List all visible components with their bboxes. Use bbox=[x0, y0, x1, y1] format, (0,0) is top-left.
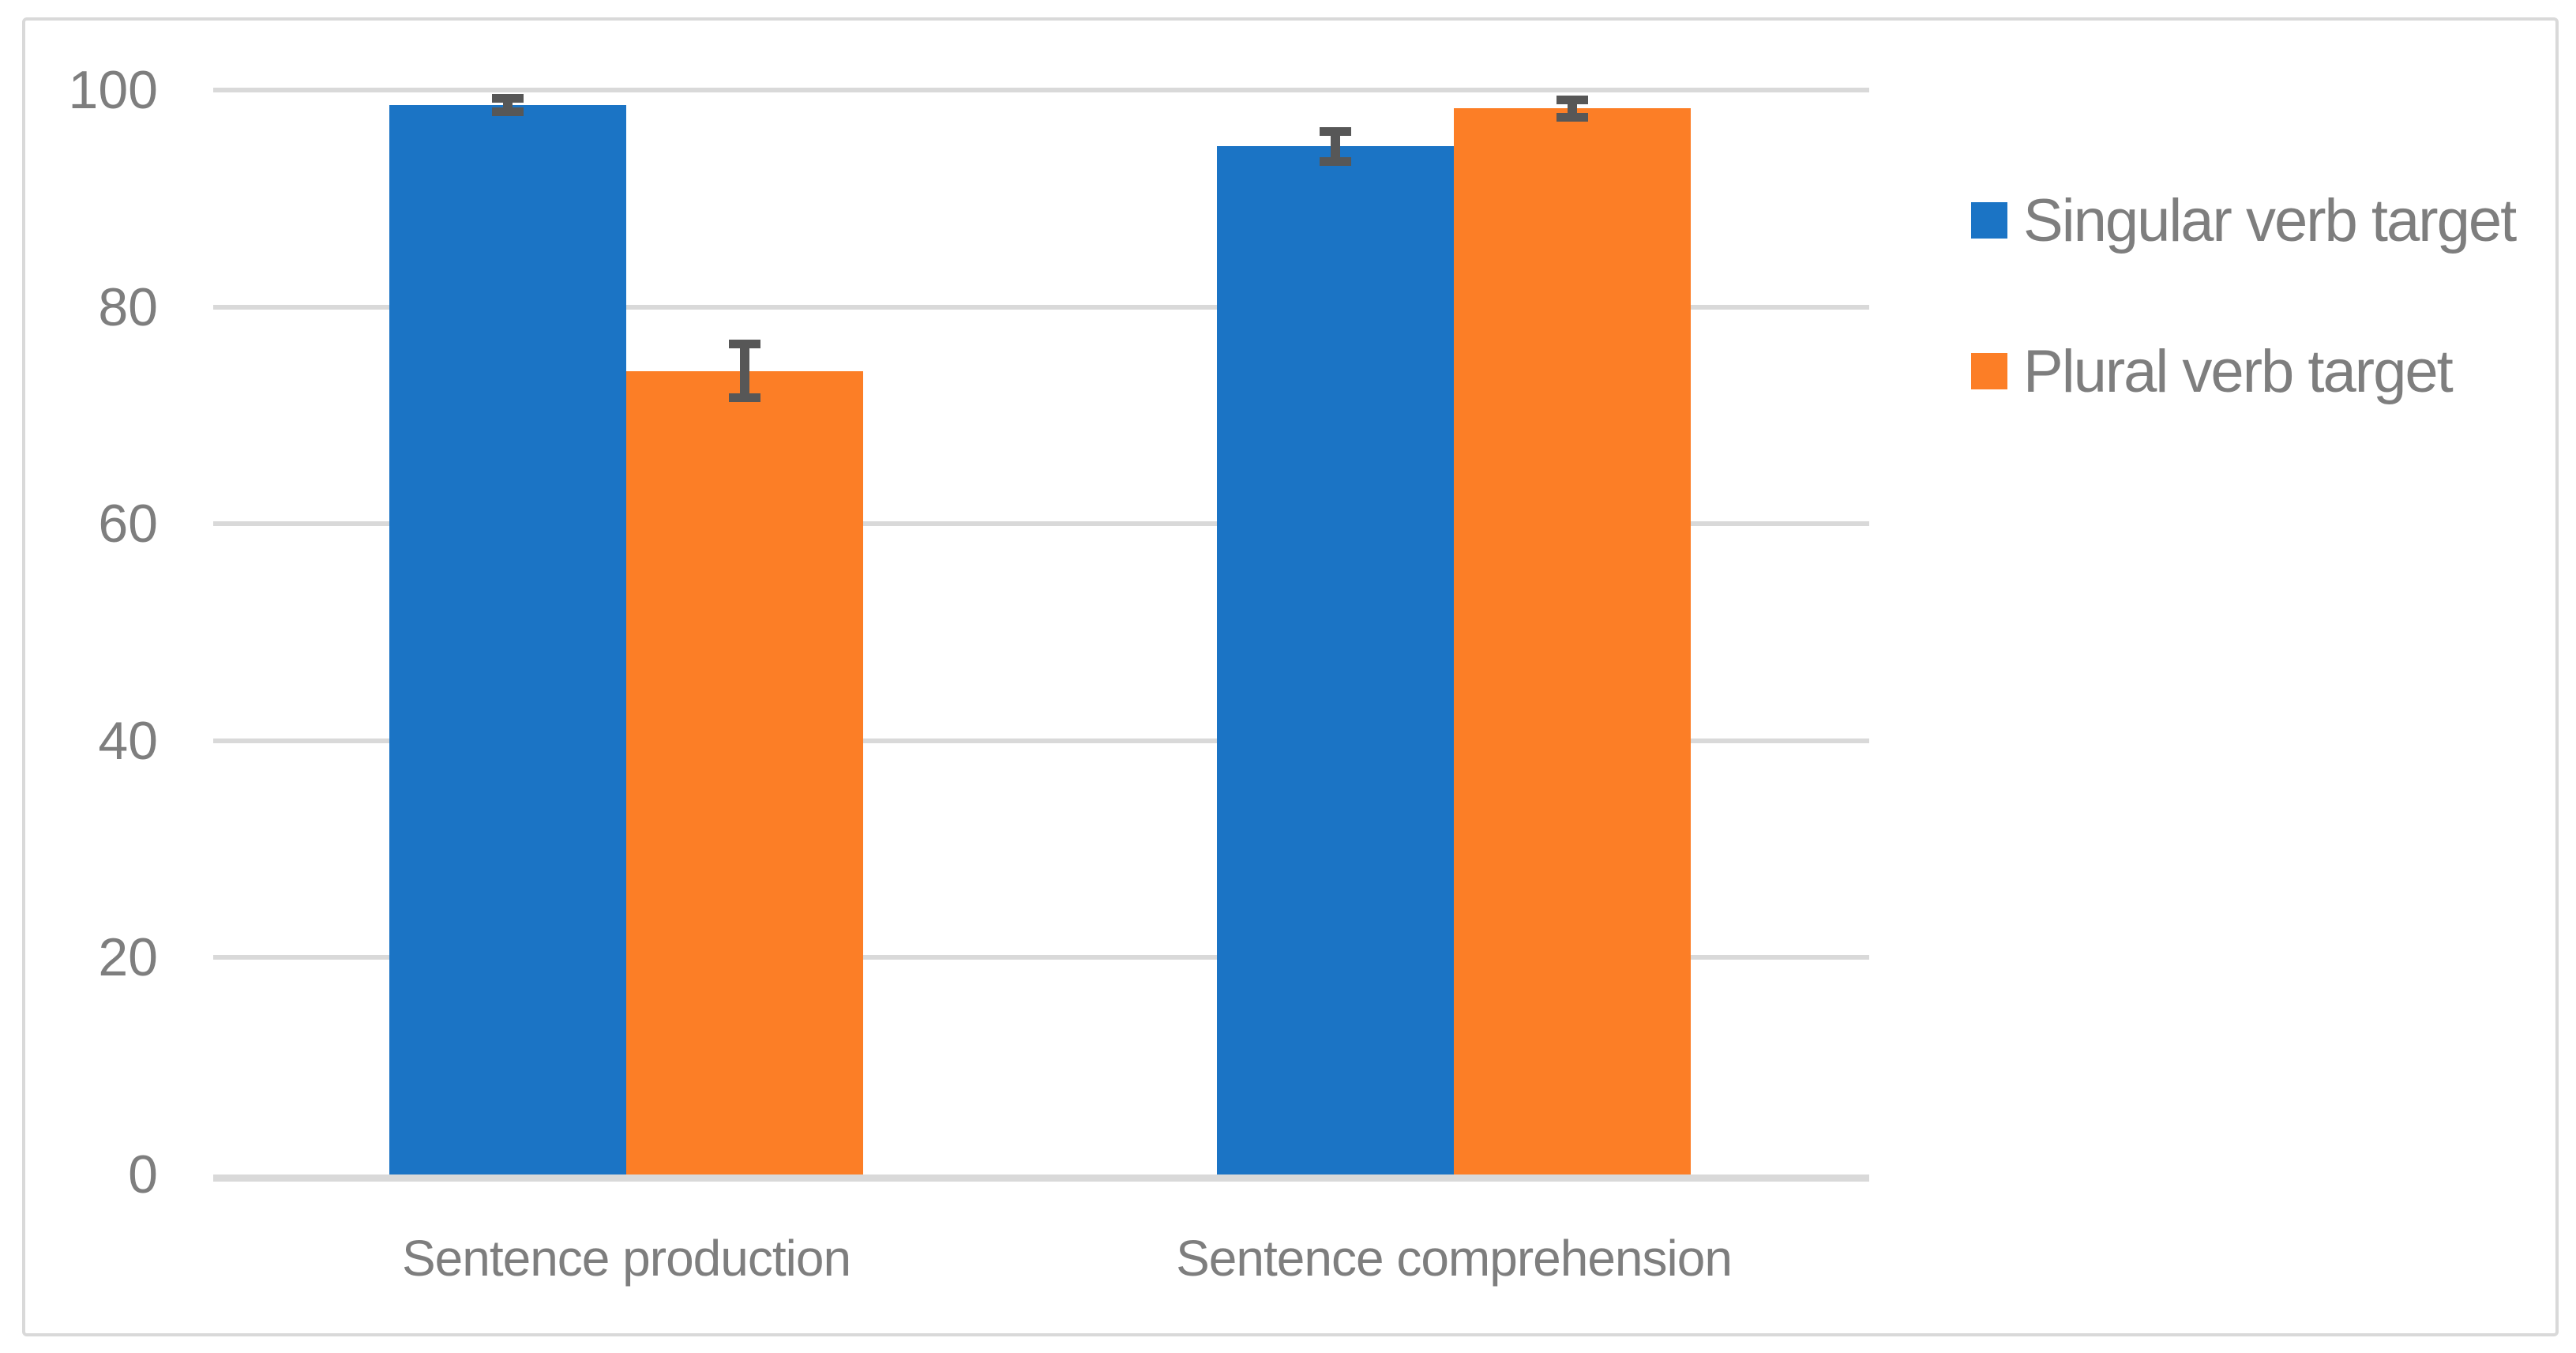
x-axis-line bbox=[213, 1174, 1869, 1182]
legend-label-0: Singular verb target bbox=[2023, 186, 2517, 254]
legend-swatch-0 bbox=[1971, 202, 2007, 239]
y-tick-label-100: 100 bbox=[68, 60, 158, 120]
legend-item-1: Plural verb target bbox=[1971, 336, 2454, 407]
gridline-80 bbox=[213, 304, 1869, 310]
error-bar-0-0-cap-top bbox=[492, 94, 524, 103]
legend-swatch-1 bbox=[1971, 353, 2007, 389]
gridline-20 bbox=[213, 955, 1869, 960]
error-bar-0-1-cap-bottom bbox=[1320, 157, 1351, 167]
legend-item-0: Singular verb target bbox=[1971, 185, 2517, 256]
error-bar-0-1-cap-top bbox=[1320, 126, 1351, 136]
category-label-0: Sentence production bbox=[401, 1230, 851, 1287]
error-bar-0-1-line bbox=[1331, 131, 1340, 162]
y-tick-label-20: 20 bbox=[98, 927, 158, 988]
gridline-60 bbox=[213, 521, 1869, 527]
error-bar-1-0-line bbox=[740, 344, 749, 398]
bar-singular-0 bbox=[389, 105, 626, 1174]
bar-plural-1 bbox=[1454, 108, 1691, 1174]
bar-singular-1 bbox=[1217, 146, 1454, 1174]
y-tick-label-80: 80 bbox=[98, 276, 158, 337]
error-bar-1-1-cap-bottom bbox=[1556, 112, 1588, 122]
error-bar-1-1-cap-top bbox=[1556, 95, 1588, 104]
error-bar-1-0-cap-bottom bbox=[729, 393, 760, 403]
bar-plural-0 bbox=[626, 370, 863, 1174]
gridline-100 bbox=[213, 88, 1869, 92]
error-bar-1-0-cap-top bbox=[729, 339, 760, 348]
y-tick-label-40: 40 bbox=[98, 710, 158, 771]
legend-label-1: Plural verb target bbox=[2023, 337, 2454, 405]
gridline-40 bbox=[213, 738, 1869, 743]
y-tick-label-60: 60 bbox=[98, 494, 158, 554]
y-tick-label-0: 0 bbox=[128, 1144, 158, 1205]
error-bar-0-0-cap-bottom bbox=[492, 107, 524, 116]
category-label-1: Sentence comprehension bbox=[1176, 1230, 1733, 1287]
